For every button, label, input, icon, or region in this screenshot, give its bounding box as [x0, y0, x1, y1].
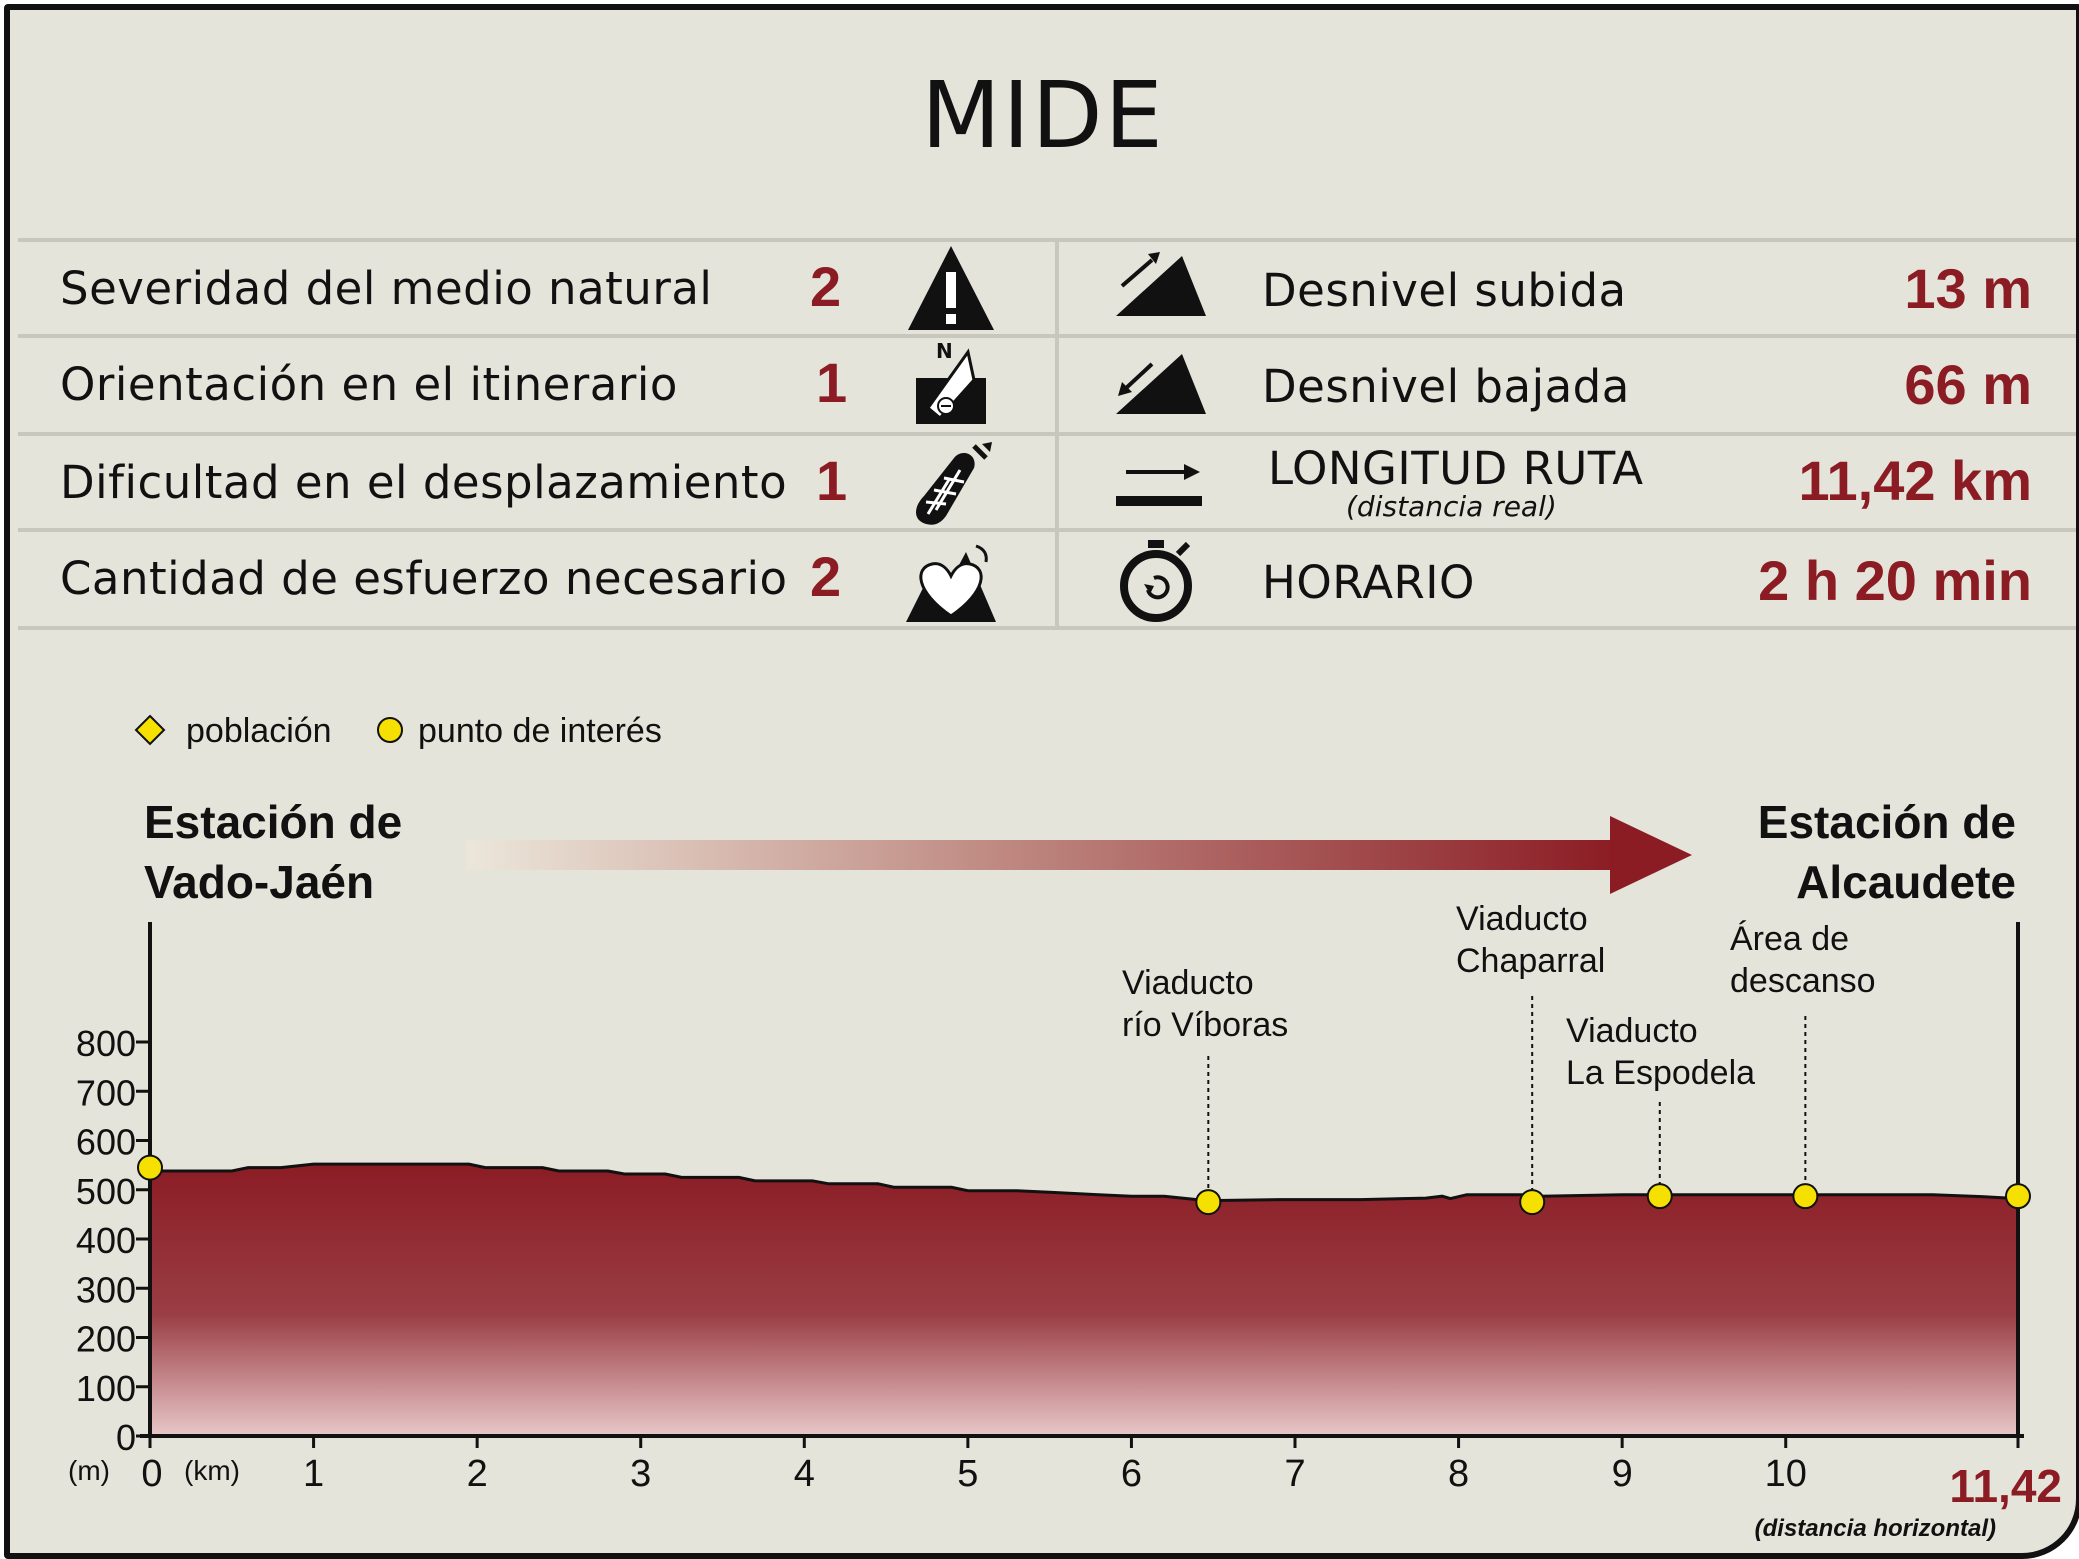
esfuerzo-value: 2: [810, 545, 842, 608]
x-tick-label: 6: [1121, 1453, 1142, 1495]
boot-icon: [906, 438, 996, 532]
poi-label: Viaducto: [1456, 900, 1588, 938]
horario-label: HORARIO: [1262, 556, 1475, 609]
svg-text:N: N: [936, 339, 953, 363]
divider: [18, 334, 2076, 338]
poi-label: Chaparral: [1456, 942, 1605, 980]
end-station-label: Estación de: [1758, 796, 2016, 848]
horario-value: 2 h 20 min: [1758, 549, 2032, 612]
subida-value: 13 m: [1904, 257, 2032, 320]
start-station-label: Vado-Jaén: [144, 856, 374, 908]
y-tick-label: 100: [76, 1368, 136, 1409]
compass-orientation-icon: N: [906, 338, 996, 432]
y-tick-label: 500: [76, 1171, 136, 1212]
legend-diamond-marker: [134, 714, 166, 746]
direction-arrow-head: [1610, 816, 1692, 894]
poi-label: Viaducto: [1122, 964, 1254, 1002]
x-tick-label: 5: [957, 1453, 978, 1495]
divider: [18, 238, 2076, 242]
orientacion-value: 1: [816, 351, 848, 414]
poi-marker: [1646, 1183, 1673, 1210]
x-tick-label: 4: [794, 1453, 815, 1495]
orientacion-label: Orientación en el itinerario: [60, 358, 678, 411]
esfuerzo-label: Cantidad de esfuerzo necesario: [60, 552, 788, 605]
poi-marker: [2005, 1183, 2031, 1210]
divider: [18, 432, 2076, 436]
legend-label: población: [186, 712, 332, 750]
y-tick-label: 600: [76, 1122, 136, 1163]
x-tick-label: 0: [141, 1453, 162, 1495]
x-tick-label: 10: [1765, 1453, 1807, 1495]
longitud-sublabel: (distancia real): [1346, 490, 1557, 523]
poi-marker: [1519, 1189, 1546, 1216]
poi-marker: [137, 1154, 163, 1181]
poi-marker: [1792, 1183, 1819, 1210]
y-axis-label: (m): [68, 1455, 110, 1486]
x-tick-label: 1: [303, 1453, 324, 1495]
x-tick-label: 7: [1284, 1453, 1305, 1495]
end-station-label: Alcaudete: [1796, 856, 2016, 908]
heart-mountain-icon: [906, 532, 996, 626]
y-tick-label: 300: [76, 1269, 136, 1310]
divider: [18, 626, 2076, 630]
x-tick-label: 8: [1448, 1453, 1469, 1495]
warning-mountain-icon: [906, 242, 996, 336]
y-tick-label: 800: [76, 1023, 136, 1064]
bajada-value: 66 m: [1904, 353, 2032, 416]
longitud-value: 11,42 km: [1798, 449, 2032, 512]
y-tick-label: 0: [116, 1417, 136, 1458]
distance-arrow-icon: [1112, 450, 1208, 514]
ascent-icon: [1112, 246, 1208, 322]
poi-label: La Espodela: [1566, 1054, 1755, 1092]
dificultad-label: Dificultad en el desplazamiento: [60, 456, 788, 509]
severidad-value: 2: [810, 255, 842, 318]
x-axis-label: (km): [184, 1455, 240, 1486]
subida-label: Desnivel subida: [1262, 264, 1627, 317]
y-tick-label: 700: [76, 1072, 136, 1113]
page-title: MIDE: [921, 62, 1165, 169]
x-tick-label: 9: [1612, 1453, 1633, 1495]
poi-label: Viaducto: [1566, 1012, 1698, 1050]
descent-icon: [1112, 344, 1208, 420]
poi-marker: [1195, 1189, 1222, 1216]
longitud-label: LONGITUD RUTA: [1268, 442, 1644, 495]
bajada-label: Desnivel bajada: [1262, 360, 1630, 413]
x-tick-label: 2: [467, 1453, 488, 1495]
mide-card: MIDE Severidad del medio natural 2 Orien…: [4, 4, 2079, 1559]
x-axis-note: (distancia horizontal): [1755, 1515, 1996, 1542]
severidad-label: Severidad del medio natural: [60, 262, 713, 315]
poi-label: Área de: [1730, 920, 1849, 958]
dificultad-value: 1: [816, 449, 848, 512]
poi-label: río Víboras: [1122, 1006, 1288, 1044]
direction-arrow-body: [466, 840, 1616, 870]
y-tick-label: 400: [76, 1220, 136, 1261]
x-tick-label: 3: [630, 1453, 651, 1495]
elevation-area: [150, 1164, 2018, 1436]
legend-label: punto de interés: [418, 712, 662, 750]
column-divider: [1055, 238, 1059, 630]
y-tick-label: 200: [76, 1319, 136, 1360]
poi-label: descanso: [1730, 962, 1876, 1000]
stopwatch-icon: [1114, 534, 1204, 628]
start-station-label: Estación de: [144, 796, 402, 848]
x-end-label: 11,42: [1949, 1460, 2062, 1512]
elevation-profile-chart: población punto de interés Estación de Vado…: [68, 712, 2062, 1542]
legend-circle-marker: [377, 717, 403, 743]
divider: [18, 528, 2076, 532]
